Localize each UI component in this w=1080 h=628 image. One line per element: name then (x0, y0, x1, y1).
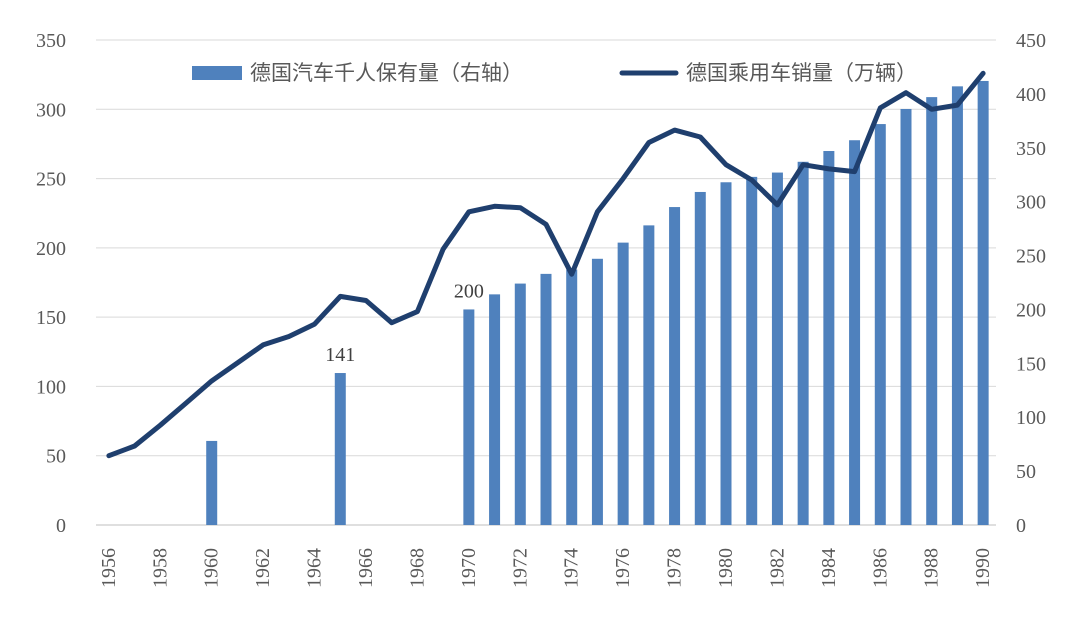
bar-series (206, 80, 989, 526)
right-axis: 0 50 100 150 200 250 300 350 400 450 (1016, 30, 1046, 537)
y-right-tick-label: 450 (1016, 30, 1046, 52)
y-right-tick-label: 100 (1016, 407, 1046, 429)
bar (849, 140, 861, 525)
bar (540, 273, 552, 525)
legend-line-label: 德国乘用车销量（万辆） (686, 61, 917, 85)
bar (874, 124, 886, 526)
legend-bar-label: 德国汽车千人保有量（右轴） (250, 61, 523, 85)
bar (977, 80, 989, 525)
bar (951, 86, 963, 525)
y-right-tick-label: 150 (1016, 353, 1046, 375)
y-left-tick-label: 300 (36, 99, 66, 121)
y-left-tick-label: 0 (56, 515, 66, 537)
bar (900, 108, 912, 525)
x-tick-label: 1986 (869, 548, 891, 588)
x-tick-label: 1976 (612, 548, 634, 588)
y-right-tick-label: 400 (1016, 84, 1046, 106)
y-right-tick-label: 50 (1016, 461, 1036, 483)
y-left-tick-label: 50 (46, 446, 66, 468)
bar (334, 373, 346, 525)
x-tick-label: 1962 (252, 548, 274, 588)
data-label: 200 (454, 280, 484, 302)
x-tick-label: 1980 (715, 548, 737, 588)
x-tick-label: 1984 (818, 548, 840, 588)
line-series (106, 70, 986, 459)
y-left-tick-label: 100 (36, 376, 66, 398)
data-labels: 141 200 (325, 280, 484, 366)
x-tick-label: 1966 (355, 548, 377, 588)
bar (643, 225, 655, 525)
y-right-tick-label: 350 (1016, 138, 1046, 160)
bar (463, 309, 475, 525)
bar (823, 151, 835, 525)
y-right-tick-label: 0 (1016, 515, 1026, 537)
bar (720, 182, 732, 525)
x-axis: 1956 1958 1960 1962 1964 1966 1968 1970 1972 1974… (98, 548, 994, 588)
x-tick-label: 1978 (664, 548, 686, 588)
x-tick-label: 1974 (561, 548, 583, 588)
y-right-tick-label: 200 (1016, 299, 1046, 321)
x-tick-label: 1982 (766, 548, 788, 588)
bar (591, 258, 603, 525)
bar (669, 207, 681, 526)
bar (566, 269, 578, 525)
data-label: 141 (325, 344, 355, 366)
x-tick-label: 1990 (972, 548, 994, 588)
bar (746, 176, 758, 525)
y-right-tick-label: 250 (1016, 246, 1046, 268)
y-left-tick-label: 250 (36, 169, 66, 191)
x-tick-label: 1956 (98, 548, 120, 588)
bar (206, 440, 218, 525)
x-tick-label: 1958 (149, 548, 171, 588)
bar (514, 283, 526, 525)
bar (617, 242, 629, 525)
bar (926, 97, 938, 525)
y-left-tick-label: 350 (36, 30, 66, 52)
bar (694, 191, 706, 525)
bar (489, 294, 501, 525)
bar (771, 172, 783, 526)
legend: 德国汽车千人保有量（右轴） 德国乘用车销量（万辆） (192, 61, 917, 85)
bar (797, 161, 809, 526)
x-tick-label: 1964 (304, 548, 326, 588)
x-tick-label: 1968 (406, 548, 428, 588)
x-tick-label: 1960 (201, 548, 223, 588)
x-tick-label: 1970 (458, 548, 480, 588)
y-left-tick-label: 200 (36, 238, 66, 260)
x-tick-label: 1988 (921, 548, 943, 588)
x-tick-label: 1972 (509, 548, 531, 588)
y-left-tick-label: 150 (36, 307, 66, 329)
left-axis: 0 50 100 150 200 250 300 350 (36, 30, 66, 537)
y-right-tick-label: 300 (1016, 192, 1046, 214)
legend-bar-swatch (192, 66, 242, 80)
